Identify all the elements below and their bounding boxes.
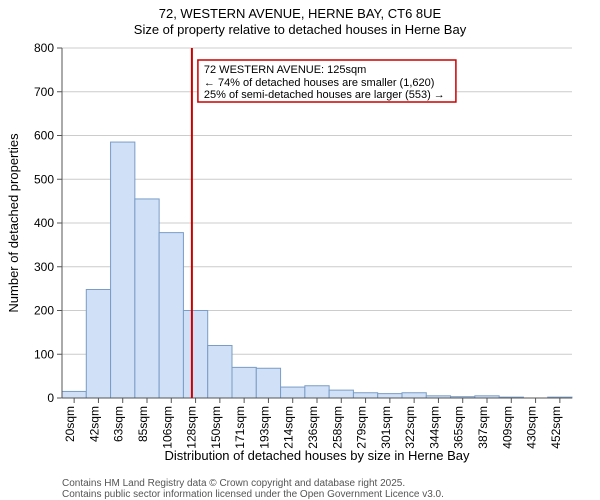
footer-line2: Contains public sector information licen…: [62, 489, 444, 500]
histogram-bar: [232, 367, 256, 398]
x-axis-label: Distribution of detached houses by size …: [165, 448, 470, 463]
y-tick-label: 800: [34, 41, 54, 55]
footer-line1: Contains HM Land Registry data © Crown c…: [62, 478, 405, 489]
x-tick-label: 150sqm: [209, 406, 223, 449]
chart-title-line1: 72, WESTERN AVENUE, HERNE BAY, CT6 8UE: [159, 6, 442, 21]
x-tick-label: 85sqm: [136, 406, 150, 442]
histogram-bar: [378, 394, 402, 398]
x-tick-label: 193sqm: [257, 406, 271, 449]
histogram-bar: [329, 390, 353, 398]
x-tick-label: 301sqm: [379, 406, 393, 449]
y-tick-label: 500: [34, 172, 54, 186]
annotation-line2: 25% of semi-detached houses are larger (…: [204, 89, 445, 101]
x-tick-label: 322sqm: [403, 406, 417, 449]
y-axis-label: Number of detached properties: [6, 133, 21, 313]
histogram-bar: [86, 290, 110, 399]
histogram-bar: [281, 387, 305, 398]
y-tick-label: 700: [34, 85, 54, 99]
annotation-line1: ← 74% of detached houses are smaller (1,…: [204, 77, 435, 89]
histogram-bar: [62, 391, 86, 398]
y-tick-label: 0: [47, 391, 54, 405]
x-tick-label: 128sqm: [185, 406, 199, 449]
histogram-bar: [111, 142, 135, 398]
x-tick-label: 63sqm: [112, 406, 126, 442]
x-tick-label: 387sqm: [476, 406, 490, 449]
histogram-bar: [256, 368, 280, 398]
histogram-bar: [159, 233, 183, 398]
x-tick-label: 171sqm: [233, 406, 247, 449]
histogram-bar: [135, 199, 159, 398]
histogram-bar: [208, 346, 232, 399]
y-tick-label: 300: [34, 260, 54, 274]
y-tick-label: 600: [34, 129, 54, 143]
x-tick-label: 344sqm: [427, 406, 441, 449]
x-tick-label: 409sqm: [500, 406, 514, 449]
histogram-bar: [353, 393, 377, 398]
histogram-bar: [402, 393, 426, 398]
x-tick-label: 258sqm: [330, 406, 344, 449]
annotation-title: 72 WESTERN AVENUE: 125sqm: [204, 64, 366, 76]
x-tick-label: 236sqm: [306, 406, 320, 449]
x-tick-label: 214sqm: [282, 406, 296, 449]
chart-title-line2: Size of property relative to detached ho…: [134, 22, 467, 37]
x-tick-label: 20sqm: [63, 406, 77, 442]
x-tick-label: 365sqm: [452, 406, 466, 449]
y-tick-label: 100: [34, 347, 54, 361]
histogram-chart: 72, WESTERN AVENUE, HERNE BAY, CT6 8UESi…: [0, 0, 600, 500]
x-tick-label: 430sqm: [525, 406, 539, 449]
x-tick-label: 452sqm: [549, 406, 563, 449]
y-tick-label: 200: [34, 304, 54, 318]
histogram-bar: [183, 311, 207, 399]
x-tick-label: 106sqm: [160, 406, 174, 449]
y-tick-label: 400: [34, 216, 54, 230]
x-tick-label: 279sqm: [355, 406, 369, 449]
histogram-bar: [305, 386, 329, 398]
x-tick-label: 42sqm: [87, 406, 101, 442]
